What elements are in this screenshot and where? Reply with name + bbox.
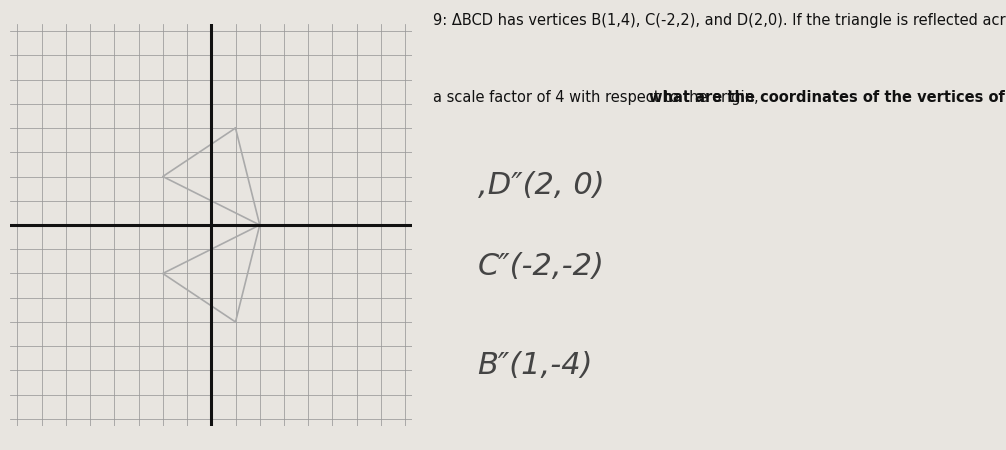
Text: B″(1,-4): B″(1,-4): [478, 351, 594, 380]
Text: ,D″(2, 0): ,D″(2, 0): [478, 171, 605, 200]
Text: C″(-2,-2): C″(-2,-2): [478, 252, 605, 281]
Text: what are the coordinates of the vertices of ΔB″C″D″?: what are the coordinates of the vertices…: [650, 90, 1006, 105]
Text: a scale factor of 4 with respect to the origin,: a scale factor of 4 with respect to the …: [433, 90, 763, 105]
Text: 9: ΔBCD has vertices B(1,4), C(-2,2), and D(2,0). If the triangle is reflected a: 9: ΔBCD has vertices B(1,4), C(-2,2), an…: [433, 14, 1006, 28]
